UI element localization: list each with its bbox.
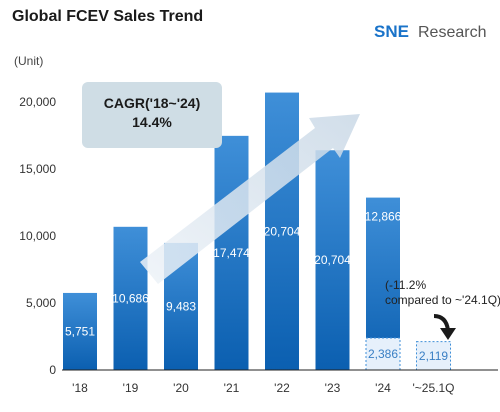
bar-value-label: 12,866 (365, 210, 402, 224)
bar (416, 341, 451, 371)
y-axis-unit-label: (Unit) (14, 54, 44, 68)
x-tick-label: '24 (375, 381, 391, 395)
bar (63, 292, 97, 370)
y-tick-label: 5,000 (26, 296, 56, 310)
down-arrow-icon (433, 314, 450, 331)
y-tick-label: 15,000 (19, 162, 56, 176)
bar (265, 92, 299, 370)
bar-value-label: 9,483 (166, 299, 196, 313)
x-tick-label: '19 (123, 381, 139, 395)
x-tick-label: '23 (325, 381, 341, 395)
highlight-box-label: 2,386 (368, 347, 398, 361)
change-annotation-line1: (-11.2% (385, 278, 426, 292)
y-tick-label: 10,000 (19, 229, 56, 243)
growth-arrow (140, 114, 360, 284)
cagr-value: 14.4% (132, 114, 172, 130)
bar (113, 226, 148, 370)
bar-value-label: 20,704 (264, 224, 301, 238)
x-tick-label: '22 (274, 381, 290, 395)
y-tick-label: 0 (49, 363, 56, 377)
bar-value-label: 20,704 (314, 253, 351, 267)
x-tick-label: '18 (72, 381, 88, 395)
bar-value-label: 17,474 (213, 246, 250, 260)
down-arrow-head-icon (440, 328, 456, 340)
x-tick-label: '21 (224, 381, 240, 395)
bar (315, 150, 350, 370)
bar-value-label: 5,751 (65, 324, 95, 338)
logo-text-research: Research (418, 24, 486, 41)
bar-value-label: 10,686 (112, 291, 149, 305)
bar (214, 135, 249, 370)
highlight-box (365, 337, 401, 371)
x-tick-label: '20 (173, 381, 189, 395)
cagr-label: CAGR('18~'24) (104, 95, 201, 111)
change-annotation-line2: compared to ~'24.1Q) (385, 293, 500, 307)
x-tick-label: '~25.1Q (413, 381, 455, 395)
sne-research-logo: SNE Research (374, 22, 486, 41)
cagr-callout-box (82, 82, 222, 148)
logo-text-sne: SNE (374, 22, 409, 41)
y-tick-label: 20,000 (19, 95, 56, 109)
chart-title: Global FCEV Sales Trend (12, 8, 204, 25)
bar-value-label: 2,119 (419, 349, 448, 363)
